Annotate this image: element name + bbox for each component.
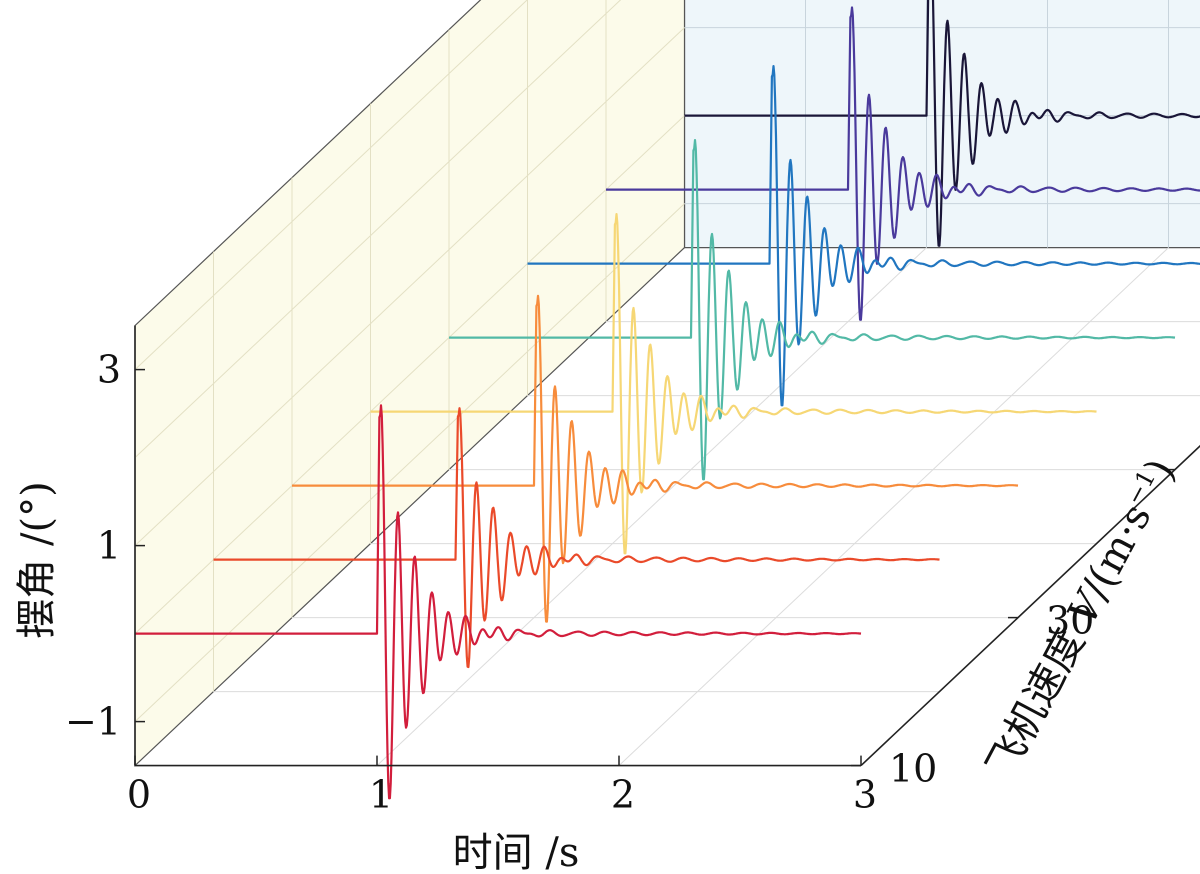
grid-line [134, 115, 685, 634]
series-lines [134, 0, 1200, 800]
grid-line [134, 0, 622, 458]
x-tick-label: 2 [611, 773, 635, 817]
grid-line [134, 203, 685, 722]
z-axis-label-text: 飞机速度 [978, 611, 1100, 785]
series-line-v60 [527, 65, 1200, 407]
z-tick-label: 10 [889, 747, 937, 791]
series-line-v10 [134, 404, 862, 800]
series-line-v40 [370, 213, 1097, 555]
grid-line [134, 0, 528, 370]
y-tick-label: 3 [97, 348, 121, 392]
series-line-v70 [605, 6, 1200, 321]
y-tick-label: 1 [97, 524, 121, 568]
x-tick-label: 0 [127, 773, 151, 817]
x-axis-label: 时间 /s [453, 830, 580, 874]
grid-line [134, 27, 685, 546]
x-tick-label: 3 [853, 773, 877, 817]
grid-lines [134, 0, 1200, 766]
series-line-v20 [213, 407, 940, 669]
z-axis-line [860, 444, 1200, 767]
z-axis-label-unit: /(m·s [1073, 497, 1161, 607]
y-tick-label: −1 [65, 700, 121, 744]
x-tick-label: 1 [369, 773, 393, 817]
series-line-v50 [448, 139, 1176, 481]
z-tick-label: 30 [1046, 599, 1094, 643]
series-line-v80 [684, 0, 1200, 247]
y-axis-label: 摆角 /(°) [14, 481, 60, 638]
series-line-v30 [291, 294, 1019, 623]
grid-line [618, 247, 1169, 766]
